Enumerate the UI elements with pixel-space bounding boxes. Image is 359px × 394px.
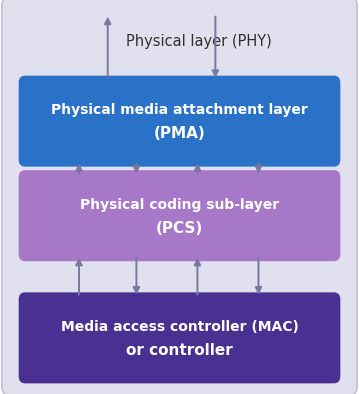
Text: (PMA): (PMA) (154, 126, 205, 141)
FancyBboxPatch shape (19, 76, 340, 167)
FancyBboxPatch shape (19, 170, 340, 261)
Text: (PCS): (PCS) (156, 221, 203, 236)
Text: or controller: or controller (126, 343, 233, 358)
Text: Physical coding sub-layer: Physical coding sub-layer (80, 198, 279, 212)
Text: Physical layer (PHY): Physical layer (PHY) (126, 34, 272, 49)
Text: Media access controller (MAC): Media access controller (MAC) (61, 320, 298, 334)
FancyBboxPatch shape (19, 292, 340, 383)
Text: Physical media attachment layer: Physical media attachment layer (51, 103, 308, 117)
